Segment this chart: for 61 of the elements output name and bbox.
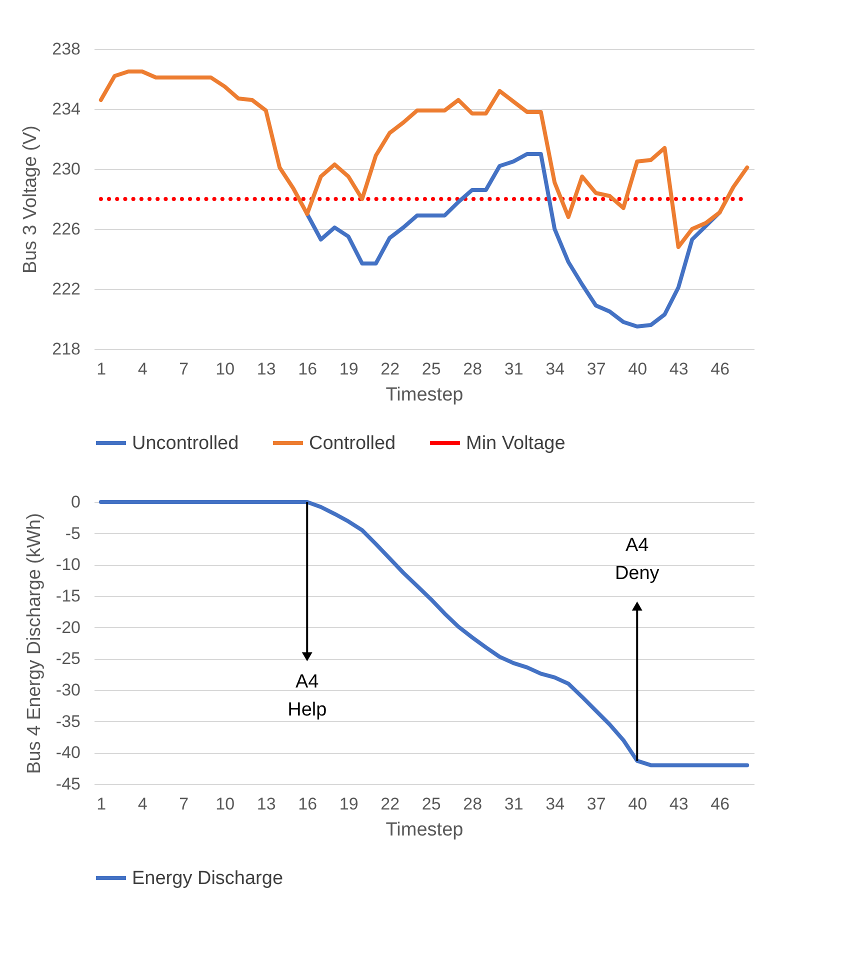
- x-tick-label: 22: [380, 794, 400, 814]
- y-tick-label: -30: [56, 680, 80, 700]
- x-tick-label: 37: [586, 794, 606, 814]
- x-tick-label: 34: [546, 794, 565, 814]
- y-tick-label: -10: [56, 555, 80, 574]
- x-tick-label: 1: [96, 794, 106, 814]
- x-tick-label: 10: [216, 794, 235, 814]
- x-tick-label: 43: [669, 794, 688, 814]
- y-tick-label: 226: [52, 220, 80, 238]
- annotation: A4 Deny: [614, 535, 660, 584]
- y-tick-label: 238: [52, 40, 80, 58]
- x-tick-label: 19: [339, 360, 358, 378]
- x-tick-label: 43: [669, 360, 688, 378]
- y-tick-label: -5: [65, 524, 80, 543]
- legend-label: Energy Discharge: [132, 868, 284, 889]
- x-tick-label: 37: [586, 360, 606, 378]
- x-tick-label: 13: [256, 360, 276, 378]
- y-tick-label: 0: [71, 492, 80, 512]
- x-tick-label: 40: [628, 360, 648, 378]
- x-tick-label: 22: [380, 360, 400, 378]
- y-tick-label: 218: [52, 340, 80, 358]
- x-tick-label: 25: [422, 794, 441, 814]
- x-tick-label: 10: [216, 360, 235, 378]
- x-tick-label: 46: [710, 794, 730, 814]
- x-tick-label: 19: [339, 794, 358, 814]
- y-axis-title: Bus 3 Voltage (V): [20, 126, 42, 274]
- x-tick-label: 25: [422, 360, 441, 378]
- annotation: A4 Help: [288, 672, 327, 721]
- x-axis-title: Timestep: [386, 384, 464, 406]
- legend-label: Uncontrolled: [132, 433, 239, 454]
- x-tick-label: 13: [256, 794, 276, 814]
- x-tick-label: 4: [138, 360, 148, 378]
- y-tick-label: 234: [52, 100, 80, 118]
- y-tick-label: -25: [56, 649, 80, 668]
- y-tick-label: 222: [52, 280, 80, 298]
- line-series: [98, 500, 750, 768]
- x-tick-label: 7: [179, 360, 189, 378]
- x-tick-label: 34: [546, 360, 565, 378]
- x-tick-label: 16: [298, 794, 318, 814]
- y-axis-title: Bus 4 Energy Discharge (kWh): [24, 513, 45, 774]
- x-tick-label: 4: [138, 794, 148, 814]
- x-axis-title: Timestep: [386, 820, 464, 840]
- x-tick-label: 40: [628, 794, 648, 814]
- legend-label: Min Voltage: [466, 433, 566, 454]
- x-tick-label: 7: [179, 794, 189, 814]
- y-tick-label: -45: [56, 774, 80, 794]
- x-tick-label: 1: [96, 360, 106, 378]
- y-tick-label: -40: [56, 743, 80, 762]
- line-series: [98, 70, 750, 249]
- x-tick-label: 28: [463, 360, 482, 378]
- y-tick-label: 230: [52, 160, 80, 178]
- x-tick-label: 46: [710, 360, 730, 378]
- line-series: [305, 152, 722, 328]
- x-tick-label: 31: [504, 794, 524, 814]
- x-tick-label: 31: [504, 360, 524, 378]
- legend-label: Controlled: [309, 433, 396, 454]
- y-tick-label: -15: [56, 586, 80, 606]
- y-tick-label: -35: [56, 712, 80, 731]
- x-tick-label: 28: [463, 794, 482, 814]
- y-tick-label: -20: [56, 618, 80, 637]
- x-tick-label: 16: [298, 360, 318, 378]
